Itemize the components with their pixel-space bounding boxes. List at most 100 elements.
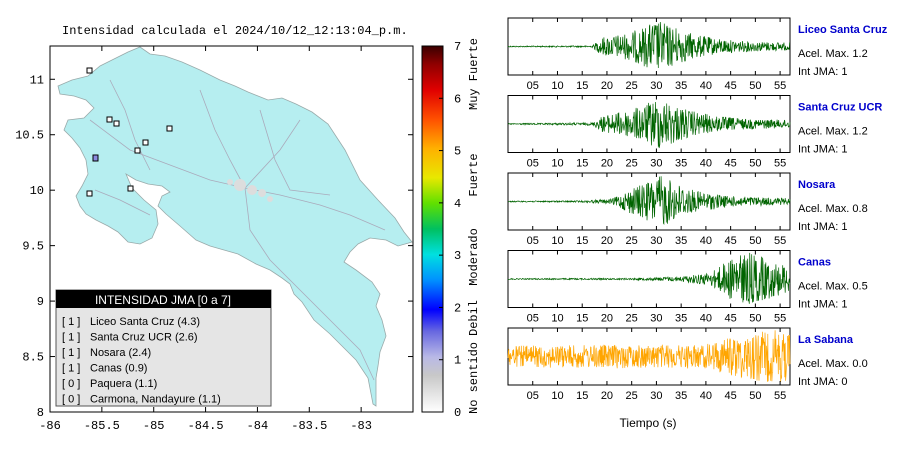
seismogram-5: 05 10 15 20 25 30 35 40 45 50 55 La Sabana Acel. Max… bbox=[507, 327, 868, 402]
colorbar-category-label: Debil bbox=[467, 300, 481, 336]
station-markers bbox=[86, 67, 173, 197]
time-tick-label: 40 bbox=[700, 313, 712, 325]
time-tick-label: 10 bbox=[551, 313, 563, 325]
time-tick-label: 25 bbox=[626, 158, 638, 170]
time-tick-label: 50 bbox=[749, 158, 761, 170]
time-tick-label: 05 bbox=[527, 235, 539, 247]
station-name: Santa Cruz UCR bbox=[798, 102, 882, 114]
legend-item-level: [ 1 ] bbox=[62, 347, 80, 359]
time-tick-label: 55 bbox=[774, 235, 786, 247]
station-marker bbox=[127, 185, 134, 192]
time-tick-label: 20 bbox=[601, 80, 613, 92]
map-y-tick-label: 9 bbox=[37, 295, 44, 309]
station-name: Liceo Santa Cruz bbox=[798, 24, 888, 36]
time-tick-label: 05 bbox=[527, 313, 539, 325]
time-tick-label: 35 bbox=[675, 158, 687, 170]
map-x-tick-label: -84 bbox=[247, 419, 269, 433]
time-tick-label: 25 bbox=[626, 313, 638, 325]
map-frame bbox=[49, 45, 414, 413]
time-tick-label: 35 bbox=[675, 80, 687, 92]
colorbar-tick-label: 1 bbox=[454, 354, 461, 368]
intensity-colorbar: 7 6 5 4 3 2 1 0 Muy Fuerte Fuerte Moderado Debil No… bbox=[421, 38, 481, 420]
map-y-tick-label: 8.5 bbox=[22, 351, 44, 365]
time-tick-label: 25 bbox=[626, 80, 638, 92]
time-tick-label: 45 bbox=[725, 80, 737, 92]
station-jma-intensity: Int JMA: 0 bbox=[798, 376, 848, 388]
legend-item-level: [ 1 ] bbox=[62, 363, 80, 375]
time-tick-label: 50 bbox=[749, 80, 761, 92]
time-tick-label: 40 bbox=[700, 235, 712, 247]
time-tick-label: 15 bbox=[576, 80, 588, 92]
costa-rica-land bbox=[57, 46, 413, 407]
time-tick-label: 45 bbox=[725, 235, 737, 247]
legend-item-station: Paquera (1.1) bbox=[90, 378, 157, 390]
legend-item-level: [ 1 ] bbox=[62, 316, 80, 328]
station-marker bbox=[134, 147, 141, 154]
intensity-map: -86 -85.5 -85 -84.5 -84 -83.5 -83 11 10.5 10 9.5 9… bbox=[15, 45, 414, 433]
time-tick-label: 35 bbox=[675, 235, 687, 247]
waveform-line bbox=[508, 176, 791, 226]
time-tick-label: 15 bbox=[576, 390, 588, 402]
waveform-line bbox=[507, 252, 791, 304]
legend-item-station: Liceo Santa Cruz (4.3) bbox=[90, 316, 200, 328]
time-axis-label: Tiempo (s) bbox=[620, 416, 677, 430]
colorbar-categories: Muy Fuerte Fuerte Moderado Debil No sentido bbox=[467, 38, 481, 414]
map-x-tick-label: -85 bbox=[143, 419, 165, 433]
time-tick-label: 10 bbox=[551, 235, 563, 247]
station-marker bbox=[92, 154, 99, 162]
map-title: Intensidad calculada el 2024/10/12_12:13… bbox=[62, 24, 408, 38]
map-y-axis: 11 10.5 10 9.5 9 8.5 8 bbox=[15, 73, 413, 420]
map-y-tick-label: 9.5 bbox=[22, 240, 44, 254]
legend-item-level: [ 0 ] bbox=[62, 394, 80, 406]
station-name: La Sabana bbox=[798, 334, 854, 346]
urban-area bbox=[227, 179, 273, 202]
intensity-legend: INTENSIDAD JMA [0 a 7] [ 1 ] Liceo Santa … bbox=[55, 289, 272, 407]
station-name: Nosara bbox=[798, 179, 836, 191]
legend-item-level: [ 0 ] bbox=[62, 378, 80, 390]
map-y-tick-label: 10.5 bbox=[15, 129, 44, 143]
seismogram-2: 05 10 15 20 25 30 35 40 45 50 55 Santa Cruz UCR Acel… bbox=[507, 95, 882, 170]
time-tick-label: 15 bbox=[576, 235, 588, 247]
map-x-tick-label: -85.5 bbox=[84, 419, 120, 433]
station-max-acceleration: Acel. Max. 0.0 bbox=[798, 358, 868, 370]
legend-items: [ 1 ] Liceo Santa Cruz (4.3) [ 1 ] Santa Cr… bbox=[62, 316, 221, 406]
station-name: Canas bbox=[798, 257, 831, 269]
time-tick-label: 30 bbox=[650, 390, 662, 402]
time-tick-label: 10 bbox=[551, 80, 563, 92]
station-marker bbox=[106, 116, 113, 123]
time-tick-label: 40 bbox=[700, 390, 712, 402]
map-x-tick-label: -83.5 bbox=[291, 419, 327, 433]
time-tick-label: 25 bbox=[626, 390, 638, 402]
map-y-tick-label: 11 bbox=[30, 73, 44, 87]
legend-item-station: Santa Cruz UCR (2.6) bbox=[90, 332, 198, 344]
map-x-axis: -86 -85.5 -85 -84.5 -84 -83.5 -83 bbox=[39, 46, 372, 433]
legend-item-station: Nosara (2.4) bbox=[90, 347, 151, 359]
station-max-acceleration: Acel. Max. 1.2 bbox=[798, 48, 868, 60]
road-network bbox=[89, 79, 386, 381]
colorbar-tick-label: 0 bbox=[454, 406, 461, 420]
colorbar-scale bbox=[421, 45, 444, 413]
map-x-tick-label: -86 bbox=[39, 419, 61, 433]
legend-item-station: Canas (0.9) bbox=[90, 363, 147, 375]
time-tick-label: 20 bbox=[601, 313, 613, 325]
legend-title: INTENSIDAD JMA [0 a 7] bbox=[95, 293, 231, 307]
station-max-acceleration: Acel. Max. 0.8 bbox=[798, 203, 868, 215]
time-tick-label: 30 bbox=[650, 158, 662, 170]
legend-title-bar bbox=[56, 290, 271, 308]
station-jma-intensity: Int JMA: 1 bbox=[798, 221, 848, 233]
time-tick-label: 05 bbox=[527, 158, 539, 170]
legend-item-level: [ 1 ] bbox=[62, 332, 80, 344]
colorbar-category-label: No sentido bbox=[467, 342, 481, 414]
time-tick-label: 05 bbox=[527, 390, 539, 402]
colorbar-ticks: 7 6 5 4 3 2 1 0 bbox=[439, 40, 461, 420]
time-tick-label: 10 bbox=[551, 390, 563, 402]
time-tick-label: 40 bbox=[700, 158, 712, 170]
station-jma-intensity: Int JMA: 1 bbox=[798, 144, 848, 156]
station-max-acceleration: Acel. Max. 1.2 bbox=[798, 126, 868, 138]
map-y-tick-label: 8 bbox=[37, 406, 44, 420]
time-tick-label: 20 bbox=[601, 235, 613, 247]
time-tick-label: 10 bbox=[551, 158, 563, 170]
colorbar-tick-label: 4 bbox=[454, 197, 461, 211]
time-tick-label: 40 bbox=[700, 80, 712, 92]
time-tick-label: 55 bbox=[774, 313, 786, 325]
